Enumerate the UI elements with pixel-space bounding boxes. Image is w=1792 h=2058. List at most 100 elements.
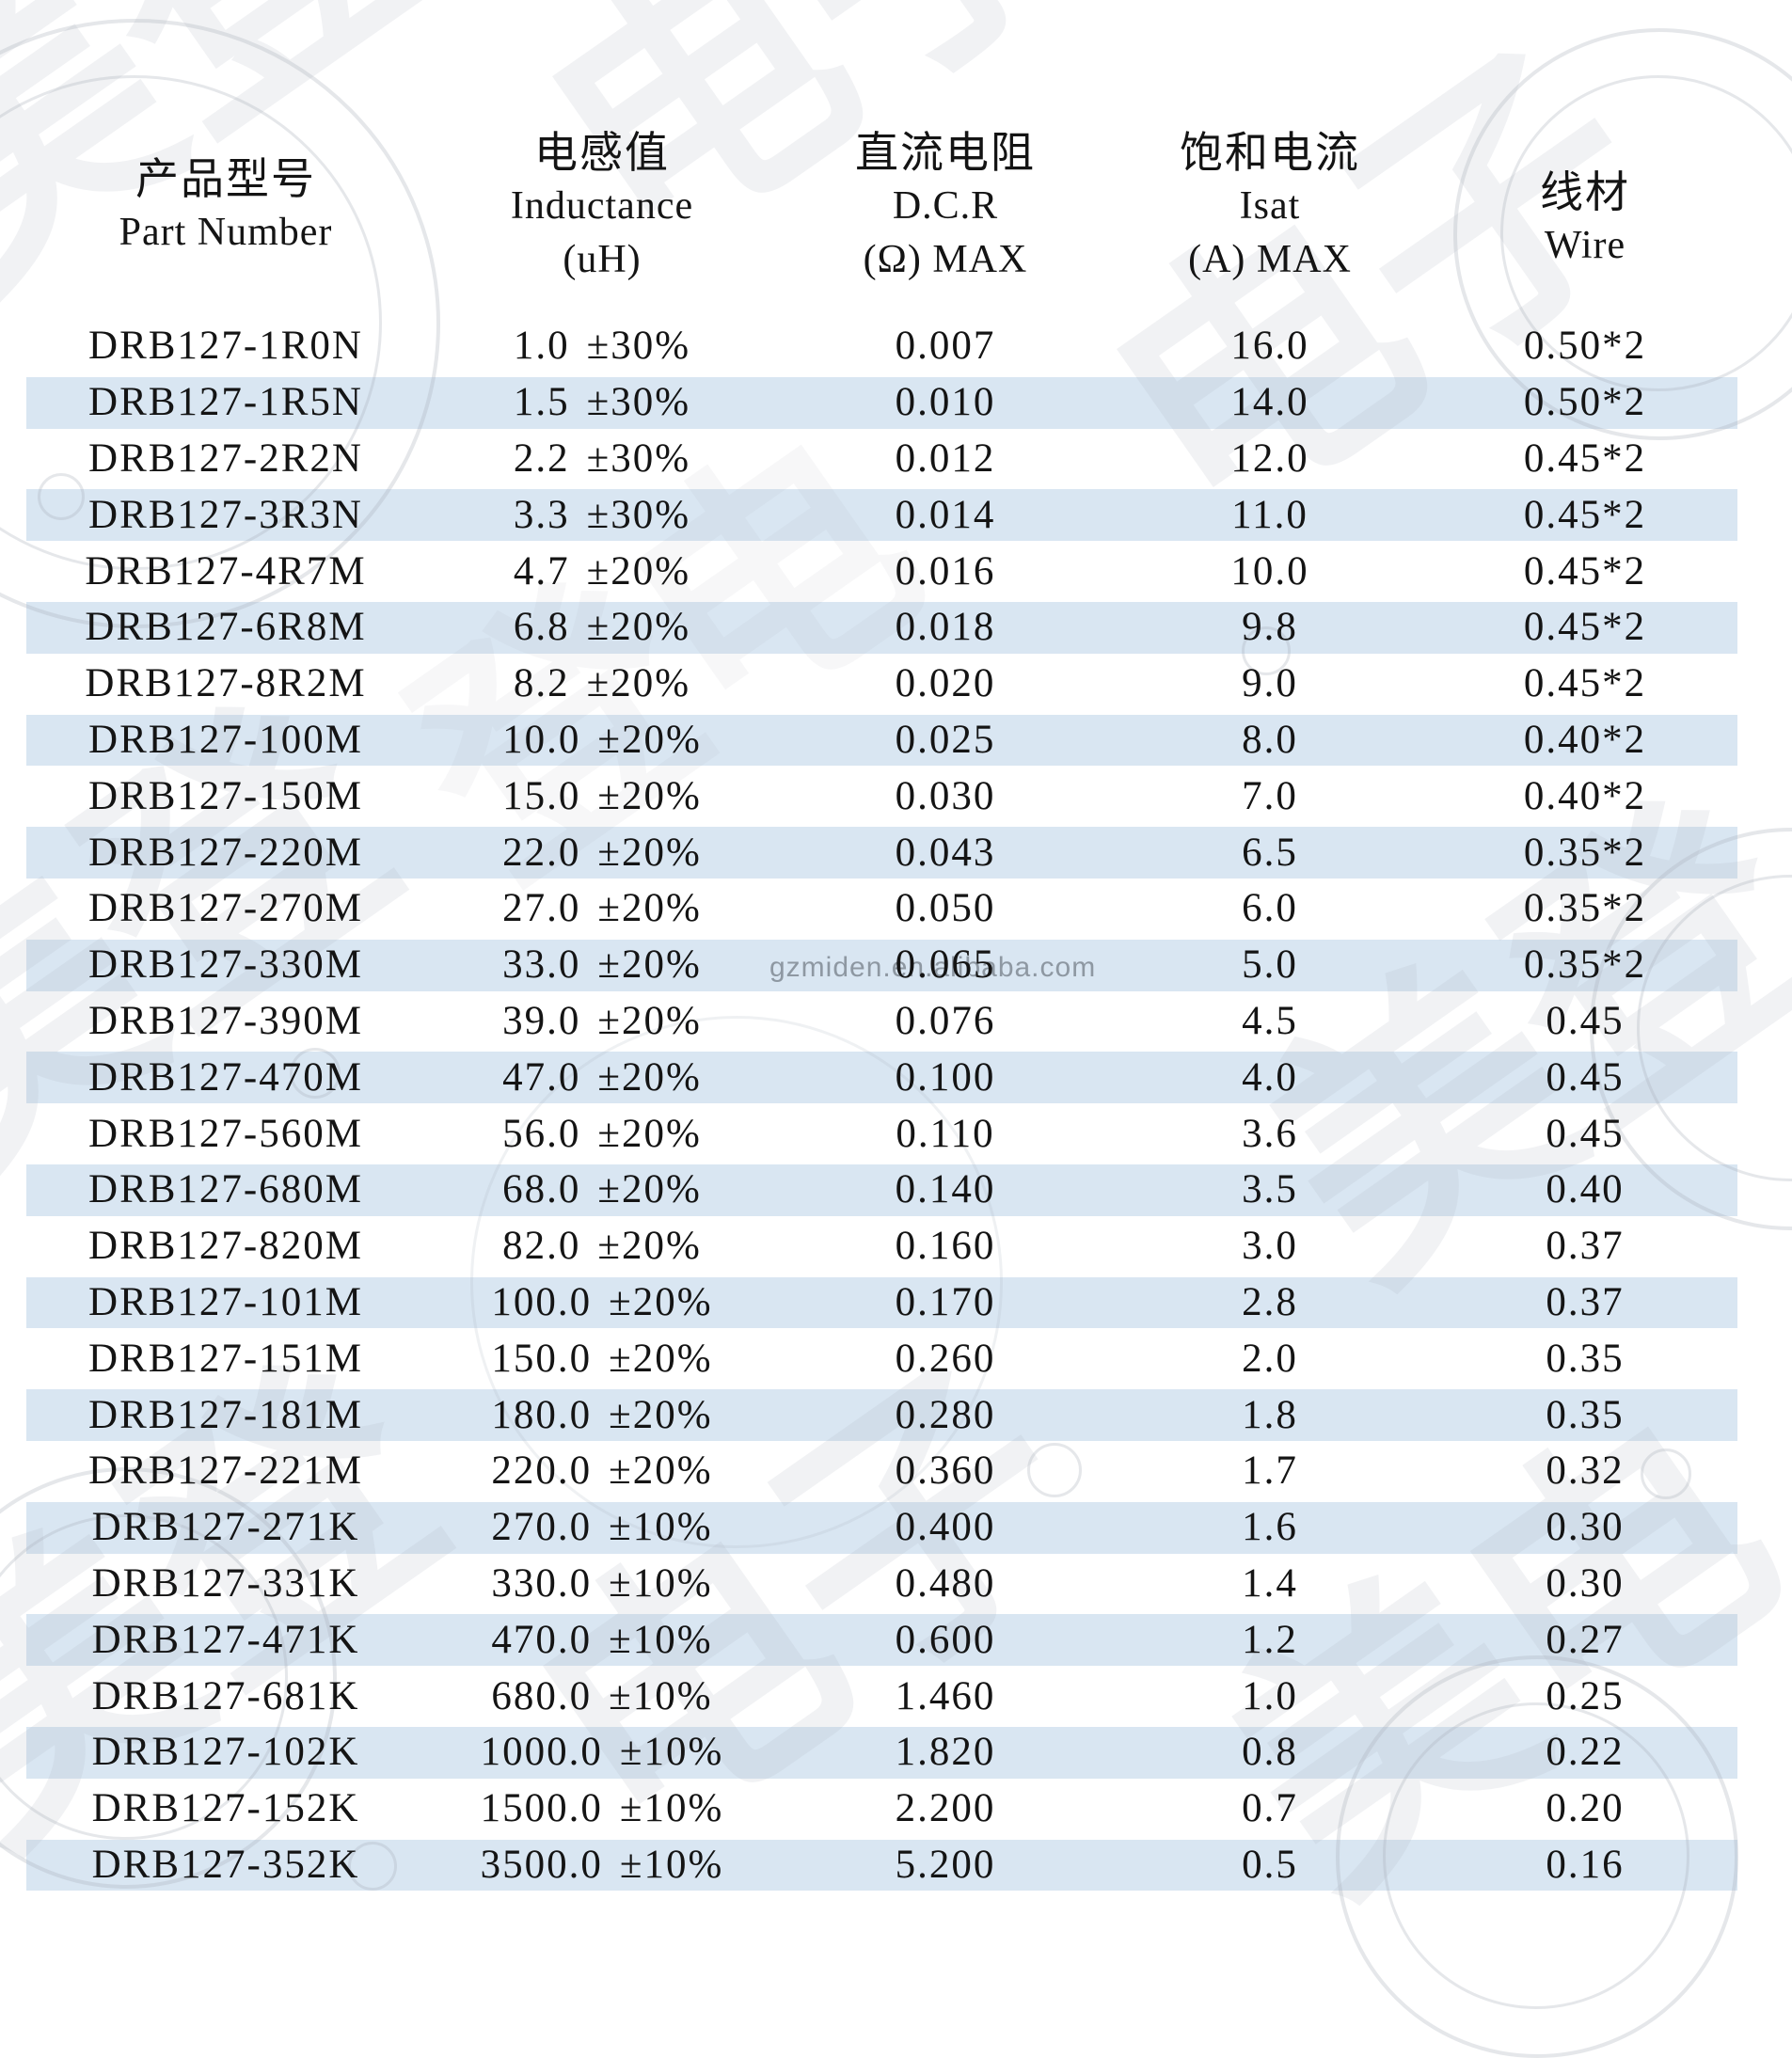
- inductance-cell: 33.0 ±20%: [414, 937, 790, 993]
- header-wire: 线材 Wire: [1439, 94, 1731, 331]
- inductance-value: 180.0: [491, 1392, 593, 1437]
- table-row: DRB127-4R7M 4.7 ±20% 0.016 10.0 0.45*2: [0, 543, 1792, 599]
- inductance-cell: 6.8 ±20%: [414, 599, 790, 656]
- wire-cell: 0.37: [1546, 1224, 1625, 1269]
- dcr-cell: 0.400: [895, 1505, 996, 1550]
- part-number-cell: DRB127-152K: [91, 1786, 360, 1831]
- dcr-cell: 0.100: [895, 1054, 996, 1100]
- inductance-tolerance: ±20%: [586, 548, 691, 594]
- dcr-cell: 0.020: [895, 661, 996, 706]
- inductance-value: 47.0: [502, 1054, 581, 1100]
- dcr-cell: 0.280: [895, 1392, 996, 1437]
- isat-cell: 1.2: [1242, 1617, 1298, 1662]
- wire-cell: 0.35: [1546, 1392, 1625, 1437]
- part-number-cell: DRB127-1R5N: [88, 380, 363, 425]
- table-row: DRB127-820M 82.0 ±20% 0.160 3.0 0.37: [0, 1218, 1792, 1274]
- part-number-cell: DRB127-100M: [88, 717, 363, 762]
- isat-cell: 16.0: [1230, 324, 1309, 369]
- table-row: DRB127-181M 180.0 ±20% 0.280 1.8 0.35: [0, 1386, 1792, 1443]
- inductance-cell: 1500.0 ±10%: [414, 1781, 790, 1837]
- inductance-tolerance: ±20%: [609, 1392, 713, 1437]
- inductance-tolerance: ±20%: [597, 886, 702, 931]
- table-header: 产品型号 Part Number 电感值 Inductance (uH) 直流电…: [0, 94, 1792, 318]
- inductance-cell: 220.0 ±20%: [414, 1443, 790, 1499]
- header-dcr-unit: (Ω) MAX: [863, 237, 1028, 281]
- part-number-cell: DRB127-3R3N: [88, 492, 363, 537]
- isat-cell: 5.0: [1242, 942, 1298, 988]
- isat-cell: 7.0: [1242, 773, 1298, 818]
- inductance-tolerance: ±20%: [597, 942, 702, 988]
- table-row: DRB127-102K 1000.0 ±10% 1.820 0.8 0.22: [0, 1724, 1792, 1781]
- inductance-value: 39.0: [502, 998, 581, 1043]
- inductance-tolerance: ±20%: [597, 1167, 702, 1212]
- wire-cell: 0.16: [1546, 1842, 1625, 1887]
- table-row: DRB127-560M 56.0 ±20% 0.110 3.6 0.45: [0, 1105, 1792, 1162]
- inductance-cell: 330.0 ±10%: [414, 1556, 790, 1612]
- inductance-value: 470.0: [491, 1617, 593, 1662]
- dcr-cell: 5.200: [895, 1842, 996, 1887]
- inductance-tolerance: ±10%: [619, 1730, 724, 1775]
- dcr-cell: 0.160: [895, 1224, 996, 1269]
- part-number-cell: DRB127-1R0N: [88, 324, 363, 369]
- wire-cell: 0.45*2: [1523, 661, 1647, 706]
- dcr-cell: 2.200: [895, 1786, 996, 1831]
- part-number-cell: DRB127-181M: [88, 1392, 363, 1437]
- isat-cell: 1.8: [1242, 1392, 1298, 1437]
- dcr-cell: 0.014: [895, 492, 996, 537]
- inductance-value: 330.0: [491, 1560, 593, 1606]
- inductance-cell: 3500.0 ±10%: [414, 1837, 790, 1893]
- row-stripe-background: [26, 1164, 1737, 1216]
- inductance-value: 1.0: [513, 324, 570, 369]
- inductance-tolerance: ±10%: [619, 1842, 724, 1887]
- row-stripe-background: [26, 714, 1737, 767]
- inductance-value: 2.2: [513, 435, 570, 481]
- inductance-cell: 100.0 ±20%: [414, 1274, 790, 1331]
- dcr-cell: 0.260: [895, 1336, 996, 1381]
- wire-cell: 0.45*2: [1523, 435, 1647, 481]
- isat-cell: 0.7: [1242, 1786, 1298, 1831]
- table-row: DRB127-271K 270.0 ±10% 0.400 1.6 0.30: [0, 1499, 1792, 1556]
- dcr-cell: 0.007: [895, 324, 996, 369]
- row-stripe-background: [26, 827, 1737, 879]
- inductance-value: 56.0: [502, 1111, 581, 1156]
- inductance-cell: 2.2 ±30%: [414, 431, 790, 487]
- inductance-tolerance: ±20%: [609, 1279, 713, 1324]
- part-number-cell: DRB127-220M: [88, 830, 363, 875]
- wire-cell: 0.22: [1546, 1730, 1625, 1775]
- inductance-value: 680.0: [491, 1673, 593, 1718]
- part-number-cell: DRB127-6R8M: [85, 605, 367, 650]
- dcr-cell: 0.010: [895, 380, 996, 425]
- table-row: DRB127-352K 3500.0 ±10% 5.200 0.5 0.16: [0, 1837, 1792, 1893]
- wire-cell: 0.30: [1546, 1560, 1625, 1606]
- dcr-cell: 0.360: [895, 1449, 996, 1494]
- inductance-value: 3.3: [513, 492, 570, 537]
- inductance-tolerance: ±20%: [609, 1449, 713, 1494]
- isat-cell: 1.0: [1242, 1673, 1298, 1718]
- part-number-cell: DRB127-331K: [91, 1560, 360, 1606]
- inductance-cell: 270.0 ±10%: [414, 1499, 790, 1556]
- part-number-cell: DRB127-4R7M: [85, 548, 367, 594]
- part-number-cell: DRB127-221M: [88, 1449, 363, 1494]
- isat-cell: 2.0: [1242, 1336, 1298, 1381]
- part-number-cell: DRB127-820M: [88, 1224, 363, 1269]
- isat-cell: 1.4: [1242, 1560, 1298, 1606]
- isat-cell: 2.8: [1242, 1279, 1298, 1324]
- part-number-cell: DRB127-680M: [88, 1167, 363, 1212]
- part-number-cell: DRB127-390M: [88, 998, 363, 1043]
- wire-cell: 0.20: [1546, 1786, 1625, 1831]
- inductance-cell: 10.0 ±20%: [414, 712, 790, 768]
- inductance-value: 27.0: [502, 886, 581, 931]
- table-row: DRB127-270M 27.0 ±20% 0.050 6.0 0.35*2: [0, 880, 1792, 937]
- part-number-cell: DRB127-471K: [91, 1617, 360, 1662]
- inductance-tolerance: ±20%: [597, 998, 702, 1043]
- table-row: DRB127-100M 10.0 ±20% 0.025 8.0 0.40*2: [0, 712, 1792, 768]
- wire-cell: 0.40: [1546, 1167, 1625, 1212]
- wire-cell: 0.40*2: [1523, 773, 1647, 818]
- table-row: DRB127-3R3N 3.3 ±30% 0.014 11.0 0.45*2: [0, 486, 1792, 543]
- wire-cell: 0.27: [1546, 1617, 1625, 1662]
- inductance-tolerance: ±20%: [586, 605, 691, 650]
- dcr-cell: 0.025: [895, 717, 996, 762]
- wire-cell: 0.45: [1546, 998, 1625, 1043]
- header-part-number-zh: 产品型号: [135, 155, 316, 203]
- part-number-cell: DRB127-2R2N: [88, 435, 363, 481]
